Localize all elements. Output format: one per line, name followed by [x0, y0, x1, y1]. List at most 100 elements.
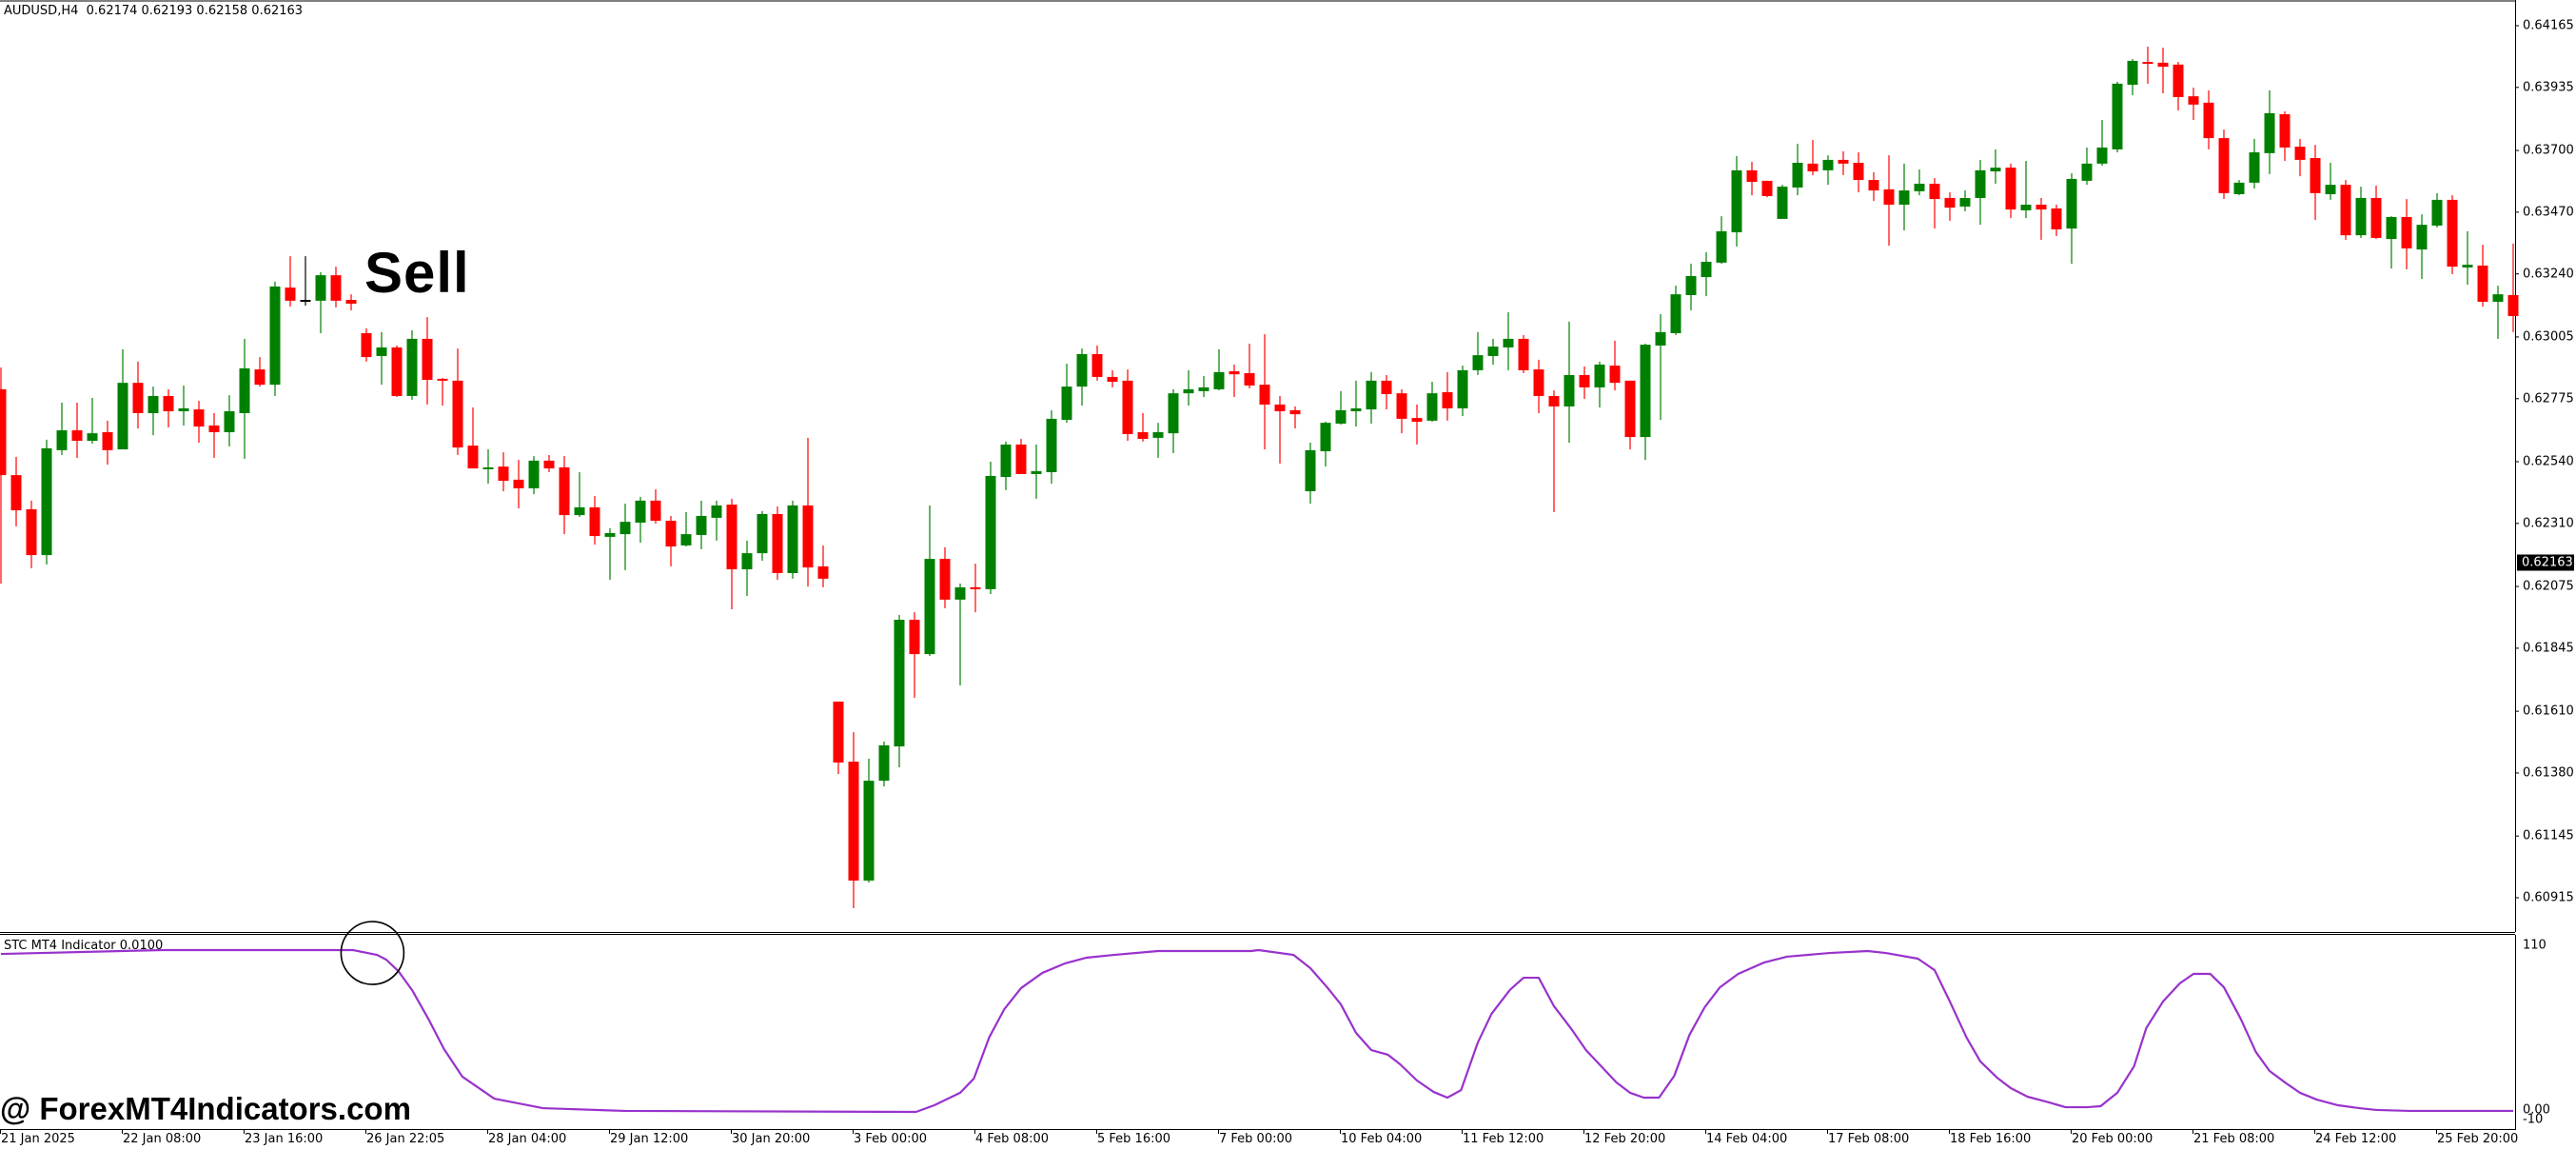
candle	[2325, 163, 2336, 200]
candle	[391, 345, 403, 398]
candle	[2066, 173, 2077, 264]
candle	[482, 449, 494, 485]
candle	[1929, 178, 1940, 229]
sell-signal-label: Sell	[364, 241, 470, 305]
candle	[665, 515, 677, 566]
candle	[376, 331, 387, 386]
candle	[10, 456, 22, 526]
candle	[224, 395, 235, 446]
candle	[178, 385, 189, 426]
candle	[833, 701, 844, 775]
price-axis-label: 0.62310	[2523, 516, 2574, 531]
candle	[467, 407, 479, 469]
candle	[1229, 364, 1240, 398]
candle	[1685, 264, 1697, 311]
candle	[863, 759, 875, 882]
price-axis-label: 0.64165	[2523, 18, 2574, 33]
candle	[802, 437, 814, 587]
candle	[1015, 439, 1027, 474]
candle	[1122, 369, 1133, 442]
time-axis-label: 3 Feb 00:00	[854, 1132, 928, 1146]
candle	[56, 402, 68, 455]
candle	[1274, 395, 1286, 464]
candle	[2294, 138, 2306, 177]
candle	[26, 500, 37, 568]
candle	[1609, 340, 1621, 391]
watermark: @ ForexMT4Indicators.com	[0, 1091, 411, 1126]
candle	[1259, 334, 1270, 450]
candle	[1594, 361, 1605, 408]
candle	[2173, 62, 2184, 111]
time-axis-label: 29 Jan 12:00	[610, 1132, 689, 1146]
candle	[1731, 155, 1742, 247]
candle	[2370, 185, 2382, 240]
indicator-axis-bottom-label: -10	[2523, 1112, 2544, 1127]
candle	[330, 267, 342, 307]
candle	[574, 471, 585, 518]
candle	[345, 294, 357, 311]
time-axis-label: 21 Jan 2025	[1, 1132, 75, 1146]
candle	[1396, 388, 1407, 434]
candle	[1975, 159, 1986, 226]
candle	[1198, 376, 1209, 398]
candle	[2310, 145, 2321, 221]
candle	[1533, 359, 1544, 413]
current-price-badge: 0.62163	[2517, 554, 2574, 571]
candle	[680, 511, 692, 547]
candle	[1411, 404, 1423, 445]
price-axis-label: 0.61845	[2523, 641, 2574, 656]
candle	[1213, 348, 1225, 391]
price-axis-label: 0.63700	[2523, 143, 2574, 158]
candle	[1107, 369, 1118, 387]
time-axis-label: 22 Jan 08:00	[123, 1132, 202, 1146]
candle	[1746, 161, 1758, 196]
candle	[726, 498, 737, 610]
candle	[498, 452, 509, 492]
candle	[2157, 48, 2169, 94]
candle	[1350, 380, 1362, 427]
candle	[1838, 150, 1849, 175]
candle	[2051, 204, 2062, 236]
candle	[711, 500, 722, 541]
candle	[117, 348, 128, 450]
candle	[1807, 140, 1819, 175]
candle	[1031, 444, 1042, 499]
time-axis-label: 14 Feb 04:00	[1706, 1132, 1788, 1146]
candle	[939, 546, 951, 608]
time-axis-label: 4 Feb 08:00	[975, 1132, 1050, 1146]
candle	[985, 462, 996, 594]
price-axis-label: 0.62775	[2523, 391, 2574, 406]
time-axis-label: 18 Feb 16:00	[1950, 1132, 2032, 1146]
candle	[2005, 163, 2016, 219]
time-axis-label: 12 Feb 20:00	[1584, 1132, 1666, 1146]
candle	[2279, 110, 2291, 162]
candle	[193, 401, 205, 443]
candle	[1822, 155, 1834, 186]
candle	[589, 496, 600, 545]
candle	[2386, 216, 2397, 269]
time-axis-label: 5 Feb 16:00	[1097, 1132, 1171, 1146]
candle	[1046, 409, 1057, 485]
candle	[1000, 441, 1012, 490]
price-axis-label: 0.63005	[2523, 329, 2574, 345]
candle	[2401, 199, 2412, 269]
candle	[2431, 192, 2443, 228]
candle	[147, 387, 159, 436]
candle	[1320, 422, 1331, 467]
candle	[239, 338, 250, 459]
candle	[848, 732, 859, 909]
candle	[1183, 369, 1194, 406]
candle	[2081, 147, 2093, 186]
indicator-axis-top-label: 110	[2523, 938, 2547, 953]
time-axis-label: 23 Jan 16:00	[245, 1132, 324, 1146]
time-axis-label: 11 Feb 12:00	[1463, 1132, 1544, 1146]
time-axis-label: 26 Jan 22:05	[366, 1132, 445, 1146]
candle	[1381, 374, 1392, 410]
candle	[741, 540, 753, 596]
candle	[1244, 343, 1255, 389]
candle	[2203, 89, 2214, 149]
candle	[1624, 380, 1636, 450]
candle	[1487, 338, 1499, 365]
